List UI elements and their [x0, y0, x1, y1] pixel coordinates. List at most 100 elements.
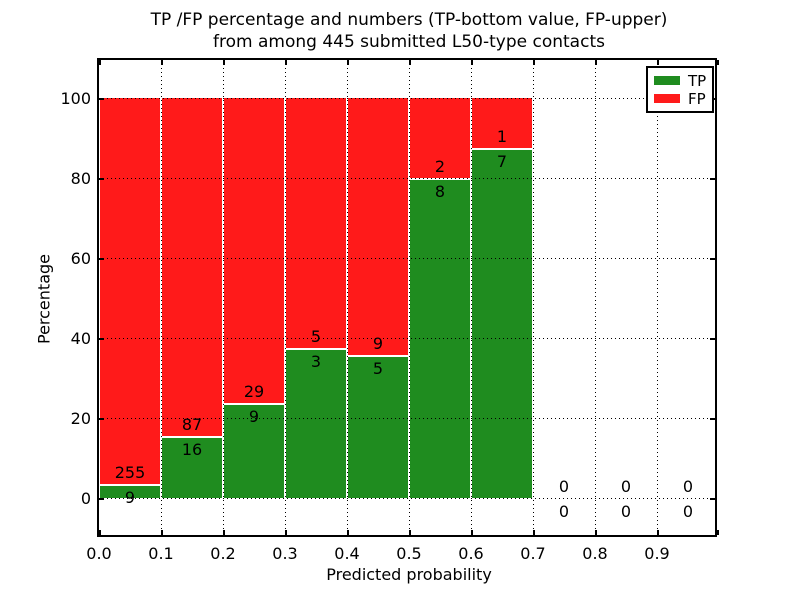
- legend-label-fp: FP: [688, 89, 706, 108]
- x-tick-mark: [471, 60, 473, 65]
- legend-entry-fp: FP: [654, 89, 706, 108]
- x-tick-mark: [657, 60, 659, 65]
- chart-title-line2: from among 445 submitted L50-type contac…: [213, 32, 605, 52]
- x-tick-mark: [161, 530, 163, 535]
- x-tick-label: 0.8: [582, 544, 608, 563]
- y-tick-mark: [710, 338, 715, 340]
- x-axis-label: Predicted probability: [326, 565, 492, 584]
- fp-bar-segment: [223, 98, 285, 404]
- x-tick-mark: [533, 530, 535, 535]
- chart-title-line1: TP /FP percentage and numbers (TP-bottom…: [150, 10, 668, 30]
- x-tick-mark: [657, 530, 659, 535]
- x-tick-mark: [471, 530, 473, 535]
- y-tick-mark: [710, 498, 715, 500]
- fp-count-label: 0: [558, 477, 570, 496]
- y-tick-mark: [99, 98, 104, 100]
- x-tick-label: 0.5: [396, 544, 422, 563]
- fp-count-label: 1: [496, 127, 508, 146]
- x-tick-label: 0.2: [210, 544, 236, 563]
- x-tick-mark: [409, 60, 411, 65]
- y-tick-label: 100: [60, 89, 91, 108]
- legend: TP FP: [646, 66, 714, 113]
- x-tick-label: 0.0: [86, 544, 112, 563]
- v-gridline: [409, 60, 410, 539]
- fp-legend-swatch-icon: [654, 94, 680, 103]
- y-tick-mark: [710, 178, 715, 180]
- fp-count-label: 0: [682, 477, 694, 496]
- legend-label-tp: TP: [688, 71, 707, 90]
- y-tick-label: 40: [70, 329, 91, 348]
- x-tick-mark: [285, 530, 287, 535]
- v-gridline: [161, 60, 162, 539]
- x-tick-label: 0.9: [644, 544, 670, 563]
- y-tick-label: 20: [70, 409, 91, 428]
- fp-bar-segment: [285, 98, 347, 348]
- x-tick-label: 0.3: [272, 544, 298, 563]
- y-tick-mark: [99, 418, 104, 420]
- x-tick-mark: [717, 530, 719, 535]
- x-tick-mark: [595, 530, 597, 535]
- y-tick-mark: [710, 418, 715, 420]
- fp-count-label: 87: [181, 414, 203, 434]
- y-tick-label: 80: [70, 169, 91, 188]
- y-tick-label: 0: [80, 489, 91, 508]
- plot-area: 255 9 87 16 29 9 5 3 9 5 2 8 1 7 0 0 0 0 0 0: [97, 58, 719, 539]
- y-tick-mark: [99, 338, 104, 340]
- fp-count-label: 29: [243, 382, 265, 402]
- x-tick-mark: [223, 60, 225, 65]
- tp-count-label: 0: [558, 502, 570, 521]
- v-gridline: [595, 60, 596, 539]
- x-tick-label: 0.1: [148, 544, 174, 563]
- v-gridline: [347, 60, 348, 539]
- tp-legend-swatch-icon: [654, 76, 680, 85]
- fp-count-label: 2: [434, 157, 446, 176]
- tp-count-label: 9: [124, 488, 136, 508]
- fp-count-label: 5: [310, 327, 322, 346]
- legend-entry-tp: TP: [654, 71, 707, 90]
- x-tick-label: 0.6: [458, 544, 484, 563]
- tp-count-label: 7: [496, 152, 508, 171]
- tp-bar-segment: [471, 148, 533, 498]
- x-tick-mark: [285, 60, 287, 65]
- tp-count-label: 16: [181, 439, 203, 459]
- tp-count-label: 0: [682, 502, 694, 521]
- fp-bar-segment: [471, 98, 533, 148]
- x-tick-mark: [717, 60, 719, 65]
- y-tick-mark: [710, 258, 715, 260]
- x-tick-mark: [223, 530, 225, 535]
- v-gridline: [223, 60, 224, 539]
- fp-bar-segment: [161, 98, 223, 436]
- chart-title: TP /FP percentage and numbers (TP-bottom…: [99, 9, 719, 53]
- x-tick-mark: [99, 530, 101, 535]
- fp-bar-segment: [99, 98, 161, 485]
- x-tick-mark: [347, 530, 349, 535]
- tp-count-label: 8: [434, 182, 446, 201]
- y-tick-mark: [99, 178, 104, 180]
- tp-bar-segment: [285, 348, 347, 498]
- x-tick-mark: [533, 60, 535, 65]
- v-gridline: [471, 60, 472, 539]
- fp-count-label: 0: [620, 477, 632, 496]
- x-tick-mark: [99, 60, 101, 65]
- tp-count-label: 5: [372, 359, 384, 379]
- fp-bar-segment: [409, 98, 471, 178]
- fp-count-label: 9: [372, 334, 384, 354]
- v-gridline: [285, 60, 286, 539]
- tp-bar-segment: [99, 484, 161, 498]
- tp-count-label: 0: [620, 502, 632, 521]
- fp-bar-segment: [347, 98, 409, 356]
- x-tick-label: 0.4: [334, 544, 360, 563]
- y-tick-mark: [99, 498, 104, 500]
- y-tick-label: 60: [70, 249, 91, 268]
- x-tick-mark: [595, 60, 597, 65]
- tp-count-label: 9: [248, 407, 260, 427]
- y-tick-mark: [99, 258, 104, 260]
- tp-bar-segment: [347, 355, 409, 498]
- v-gridline: [657, 60, 658, 539]
- x-tick-mark: [409, 530, 411, 535]
- x-tick-label: 0.7: [520, 544, 546, 563]
- tp-count-label: 3: [310, 352, 322, 371]
- v-gridline: [533, 60, 534, 539]
- x-tick-mark: [161, 60, 163, 65]
